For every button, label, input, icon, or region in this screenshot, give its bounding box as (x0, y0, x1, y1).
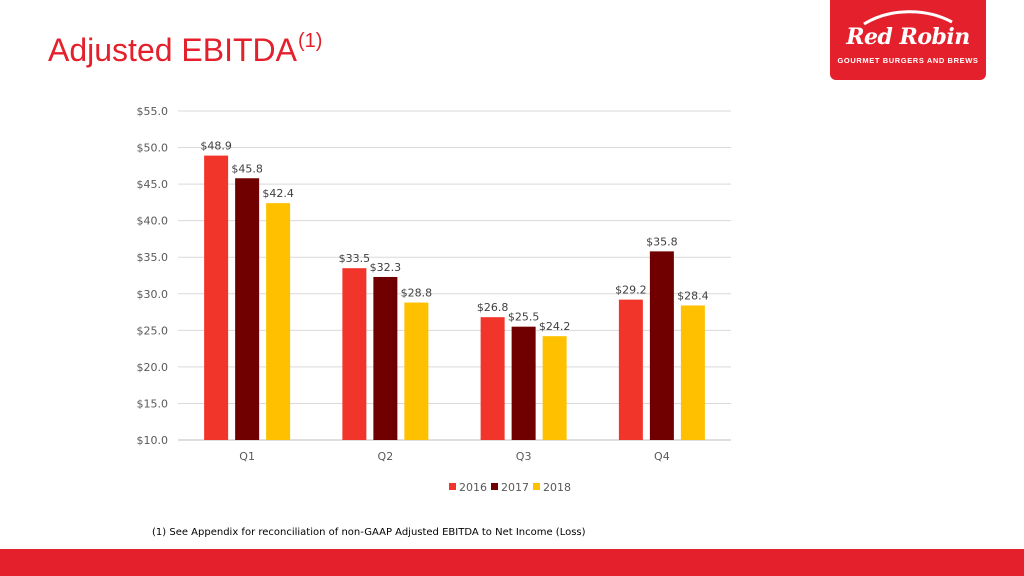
x-tick-label: Q1 (239, 450, 255, 463)
slide-title: Adjusted EBITDA(1) (48, 30, 322, 69)
data-label: $45.8 (231, 162, 263, 175)
logo-swoosh-icon (863, 10, 953, 26)
slide-title-text: Adjusted EBITDA (48, 32, 297, 68)
logo-wordmark: Red Robin (846, 24, 970, 50)
bar-2018-Q2 (404, 302, 429, 440)
gridlines (178, 110, 731, 441)
data-label: $32.3 (370, 261, 402, 274)
bar-2016-Q1 (204, 155, 229, 440)
bar-2016-Q4 (618, 299, 643, 440)
data-label: $35.8 (646, 235, 678, 248)
data-label: $24.2 (539, 320, 571, 333)
data-label: $28.4 (677, 289, 709, 302)
y-tick-label: $15.0 (137, 397, 169, 410)
data-label: $33.5 (339, 252, 371, 265)
bottom-accent-bar (0, 549, 1024, 576)
data-label: $29.2 (615, 284, 647, 297)
bar-2017-Q2 (373, 276, 398, 440)
red-robin-logo: Red Robin GOURMET BURGERS AND BREWS (830, 0, 986, 80)
data-label: $28.8 (401, 287, 433, 300)
y-tick-label: $40.0 (137, 215, 169, 228)
y-tick-label: $20.0 (137, 361, 169, 374)
x-axis-ticks: Q1 Q2 Q3 Q4 (239, 450, 669, 463)
legend-label: 2016 (459, 481, 487, 494)
bar-2016-Q3 (480, 317, 505, 440)
legend-label: 2018 (543, 481, 571, 494)
legend-swatch (491, 483, 498, 490)
footnote: (1) See Appendix for reconciliation of n… (152, 527, 586, 538)
x-tick-label: Q3 (516, 450, 532, 463)
y-tick-label: $35.0 (137, 251, 169, 264)
legend-swatch (533, 483, 540, 490)
title-footnote-marker: (1) (298, 30, 323, 52)
bar-2017-Q4 (649, 251, 674, 440)
y-axis-ticks: $10.0 $15.0 $20.0 $25.0 $30.0 $35.0 $40.0 $45.0… (137, 105, 169, 447)
x-tick-label: Q2 (378, 450, 394, 463)
legend-label: 2017 (501, 481, 529, 494)
bar-2017-Q3 (511, 326, 536, 440)
data-label: $26.8 (477, 301, 509, 314)
legend: 2016 2017 2018 (449, 481, 571, 494)
data-label: $48.9 (200, 140, 232, 153)
y-tick-label: $30.0 (137, 288, 169, 301)
data-labels: $48.9 $45.8 $42.4 $33.5$32.3 $28.8 $26.8$25.5… (200, 140, 708, 334)
bar-2017-Q1 (235, 178, 260, 441)
bar-2018-Q1 (266, 203, 291, 440)
y-tick-label: $45.0 (137, 178, 169, 191)
bar-2018-Q4 (680, 305, 705, 440)
y-tick-label: $50.0 (137, 142, 169, 155)
x-tick-label: Q4 (654, 450, 670, 463)
data-label: $25.5 (508, 311, 540, 324)
logo-tagline: GOURMET BURGERS AND BREWS (837, 56, 979, 65)
data-label: $42.4 (262, 187, 294, 200)
ebitda-bar-chart: $10.0 $15.0 $20.0 $25.0 $30.0 $35.0 $40.0 $45.0… (137, 105, 731, 494)
y-tick-label: $10.0 (137, 434, 169, 447)
y-tick-label: $25.0 (137, 324, 169, 337)
y-tick-label: $55.0 (137, 105, 169, 118)
bar-2016-Q2 (342, 268, 367, 440)
legend-swatch (449, 483, 456, 490)
bars (204, 155, 705, 441)
bar-2018-Q3 (542, 336, 567, 440)
